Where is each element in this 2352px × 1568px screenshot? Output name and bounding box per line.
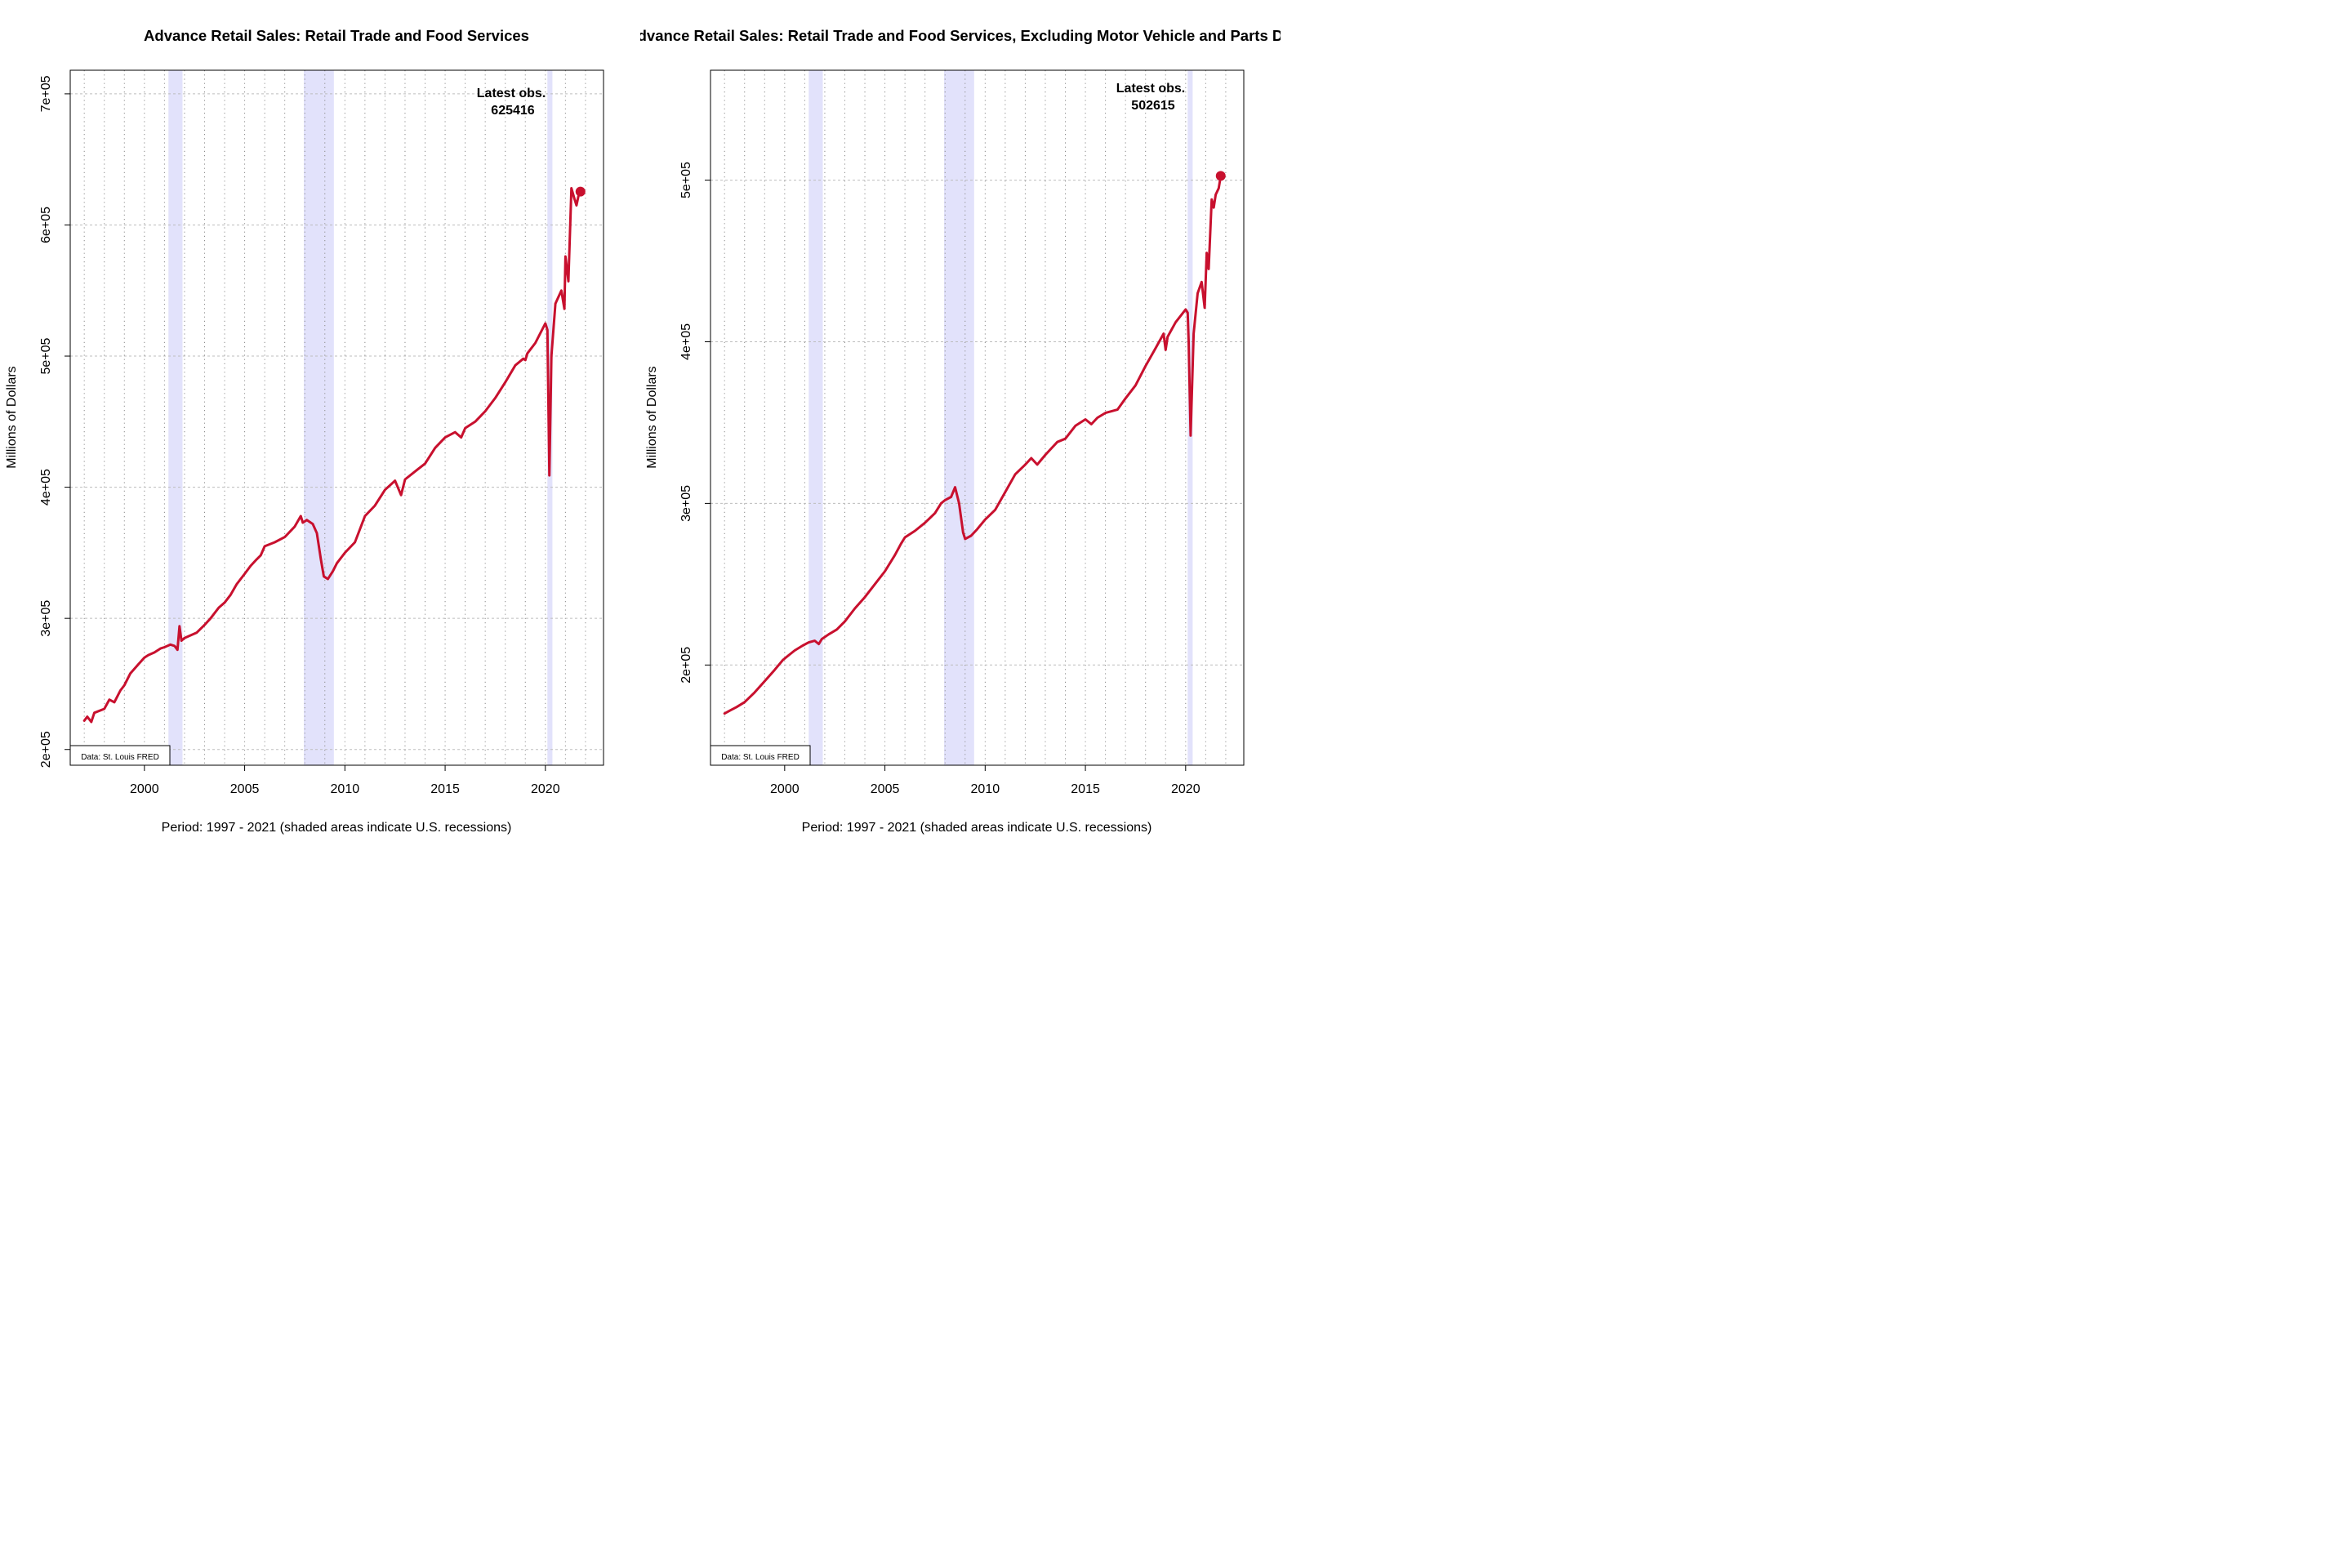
recession-shading-group	[808, 70, 1193, 765]
x-tick-label: 2015	[1071, 782, 1100, 796]
x-tick-label: 2000	[770, 782, 800, 796]
source-box	[710, 745, 811, 766]
y-axis-label: Millions of Dollars	[5, 366, 19, 468]
x-tick-label: 2020	[531, 782, 560, 796]
recession-band	[303, 70, 334, 765]
y-axis-label: Millions of Dollars	[645, 366, 659, 468]
source-label: Data: St. Louis FRED	[721, 753, 800, 762]
plot-frame	[710, 69, 1245, 766]
series-line	[723, 174, 1223, 715]
grid-lines	[710, 70, 1244, 765]
source-label: Data: St. Louis FRED	[81, 753, 159, 762]
chart-title: Advance Retail Sales: Retail Trade and F…	[144, 27, 529, 44]
recession-band	[943, 70, 974, 765]
x-tick-label: 2015	[430, 782, 460, 796]
plot-frame	[69, 69, 604, 766]
chart-figure: Advance Retail Sales: Retail Trade and F…	[5, 27, 1281, 835]
latest-obs-value: 502615	[1131, 99, 1174, 113]
series-line	[82, 187, 582, 724]
recession-band	[808, 70, 823, 765]
y-tick-label: 2e+05	[39, 731, 53, 768]
x-tick-label: 2020	[1171, 782, 1200, 796]
latest-obs-point	[575, 186, 586, 197]
grid-lines	[70, 70, 604, 765]
recession-band	[168, 70, 183, 765]
source-box	[69, 745, 171, 766]
latest-obs-point	[1215, 171, 1226, 181]
data-series-group	[723, 171, 1226, 715]
x-axis: 2000 2005 2010 2015 2020	[770, 765, 1200, 796]
y-tick-label: 7e+05	[39, 75, 53, 112]
data-series-group	[82, 186, 586, 724]
y-tick-label: 4e+05	[679, 323, 693, 360]
x-tick-label: 2000	[130, 782, 159, 796]
chart-title: Advance Retail Sales: Retail Trade and F…	[626, 27, 1281, 44]
x-axis-label: Period: 1997 - 2021 (shaded areas indica…	[802, 821, 1152, 835]
x-tick-label: 2010	[331, 782, 360, 796]
y-axis: 2e+05 3e+05 4e+05 5e+05 6e+05 7e+05	[39, 75, 70, 768]
y-tick-label: 5e+05	[679, 162, 693, 198]
y-tick-label: 2e+05	[679, 647, 693, 684]
recession-shading-group	[168, 70, 553, 765]
y-tick-label: 3e+05	[679, 485, 693, 522]
y-tick-label: 4e+05	[39, 469, 53, 506]
y-tick-label: 6e+05	[39, 207, 53, 243]
chart-left: Advance Retail Sales: Retail Trade and F…	[5, 27, 604, 835]
x-axis-label: Period: 1997 - 2021 (shaded areas indica…	[162, 821, 512, 835]
x-axis: 2000 2005 2010 2015 2020	[130, 765, 560, 796]
y-tick-label: 5e+05	[39, 337, 53, 374]
x-tick-label: 2005	[230, 782, 260, 796]
x-tick-label: 2005	[871, 782, 900, 796]
x-tick-label: 2010	[971, 782, 1000, 796]
y-axis: 2e+05 3e+05 4e+05 5e+05	[679, 162, 710, 684]
y-tick-label: 3e+05	[39, 600, 53, 637]
latest-obs-label: Latest obs.	[1116, 82, 1185, 96]
chart-right: Advance Retail Sales: Retail Trade and F…	[626, 27, 1281, 835]
latest-obs-value: 625416	[491, 104, 534, 118]
latest-obs-label: Latest obs.	[477, 87, 546, 100]
